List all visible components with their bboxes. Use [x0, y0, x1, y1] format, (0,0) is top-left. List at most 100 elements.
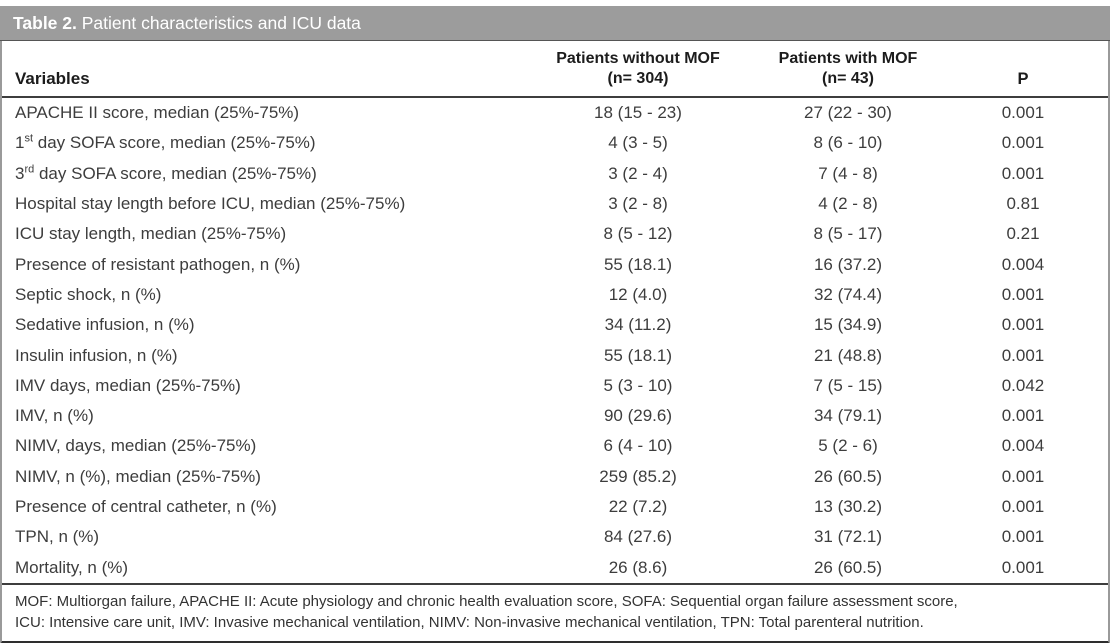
- with-mof-cell: 26 (60.5): [813, 466, 883, 486]
- p-value-cell: 0.001: [1001, 345, 1045, 365]
- table-number: Table 2.: [13, 13, 77, 33]
- variable-cell: Sedative infusion, n (%): [15, 315, 195, 335]
- with-mof-cell: 7 (4 - 8): [818, 163, 878, 183]
- header-without-mof: Patients without MOF (n= 304): [518, 41, 758, 98]
- footnote-line2: ICU: Intensive care unit, IMV: Invasive …: [15, 613, 924, 631]
- table-row: TPN, n (%) 84 (27.6) 31 (72.1) 0.001: [2, 522, 1108, 552]
- variable-cell: Presence of resistant pathogen, n (%): [15, 254, 301, 274]
- table-row: Hospital stay length before ICU, median …: [2, 189, 1108, 219]
- header-with-mof-line1: Patients with MOF: [778, 50, 918, 67]
- variable-cell: Septic shock, n (%): [15, 284, 162, 304]
- with-mof-cell: 32 (74.4): [813, 284, 883, 304]
- with-mof-cell: 15 (34.9): [813, 315, 883, 335]
- without-mof-cell: 259 (85.2): [599, 466, 677, 486]
- table-row: Sedative infusion, n (%) 34 (11.2) 15 (3…: [2, 310, 1108, 340]
- header-row: Variables Patients without MOF (n= 304) …: [2, 41, 1108, 98]
- without-mof-cell: 22 (7.2): [608, 497, 668, 516]
- variable-cell: ICU stay length, median (25%-75%): [15, 224, 287, 244]
- with-mof-cell: 31 (72.1): [813, 527, 883, 547]
- header-without-mof-line2: (n= 304): [607, 70, 669, 87]
- p-value-cell: 0.21: [1006, 224, 1040, 244]
- with-mof-cell: 13 (30.2): [813, 497, 883, 516]
- variable-cell: 3rd day SOFA score, median (25%-75%): [15, 163, 317, 183]
- with-mof-cell: 8 (5 - 17): [813, 224, 883, 244]
- patient-characteristics-table: Variables Patients without MOF (n= 304) …: [2, 41, 1108, 583]
- p-value-cell: 0.004: [1001, 436, 1045, 456]
- without-mof-cell: 12 (4.0): [608, 284, 668, 304]
- without-mof-cell: 55 (18.1): [603, 254, 673, 274]
- p-value-cell: 0.81: [1006, 194, 1040, 214]
- variable-cell: Hospital stay length before ICU, median …: [15, 194, 406, 214]
- table-row: Presence of resistant pathogen, n (%) 55…: [2, 249, 1108, 279]
- with-mof-cell: 7 (5 - 15): [813, 375, 883, 395]
- without-mof-cell: 84 (27.6): [603, 527, 673, 547]
- p-value-cell: 0.001: [1001, 466, 1045, 486]
- without-mof-cell: 5 (3 - 10): [603, 375, 673, 395]
- with-mof-cell: 21 (48.8): [813, 345, 883, 365]
- header-without-mof-line1: Patients without MOF: [556, 50, 720, 67]
- without-mof-cell: 34 (11.2): [604, 315, 672, 335]
- footnote-line1: MOF: Multiorgan failure, APACHE II: Acut…: [15, 592, 958, 610]
- variable-cell: TPN, n (%): [15, 527, 100, 547]
- table-body: APACHE II score, median (25%-75%) 18 (15…: [2, 97, 1108, 583]
- table-row: APACHE II score, median (25%-75%) 18 (15…: [2, 97, 1108, 128]
- variable-cell: NIMV, days, median (25%-75%): [15, 436, 257, 456]
- variable-cell: APACHE II score, median (25%-75%): [15, 103, 300, 123]
- table-2-container: Table 2. Patient characteristics and ICU…: [0, 6, 1110, 643]
- p-value-cell: 0.001: [1001, 527, 1045, 547]
- variable-cell: Insulin infusion, n (%): [15, 345, 178, 365]
- with-mof-cell: 27 (22 - 30): [804, 103, 892, 123]
- p-value-cell: 0.042: [1001, 375, 1045, 395]
- with-mof-cell: 5 (2 - 6): [818, 436, 878, 456]
- p-value-cell: 0.001: [1001, 284, 1045, 304]
- table-row: Presence of central catheter, n (%) 22 (…: [2, 492, 1108, 522]
- without-mof-cell: 4 (3 - 5): [608, 133, 668, 153]
- without-mof-cell: 3 (2 - 4): [608, 163, 668, 183]
- variable-cell: NIMV, n (%), median (25%-75%): [15, 466, 261, 486]
- p-value-cell: 0.001: [1001, 406, 1045, 426]
- table-row: IMV days, median (25%-75%) 5 (3 - 10) 7 …: [2, 371, 1108, 401]
- without-mof-cell: 3 (2 - 8): [608, 194, 668, 214]
- table-title-bar: Table 2. Patient characteristics and ICU…: [0, 6, 1110, 41]
- table-row: Insulin infusion, n (%) 55 (18.1) 21 (48…: [2, 340, 1108, 370]
- p-value-cell: 0.004: [1001, 254, 1045, 274]
- header-p-value: P: [938, 41, 1108, 98]
- p-value-cell: 0.001: [1001, 315, 1045, 335]
- with-mof-cell: 26 (60.5): [813, 557, 883, 577]
- without-mof-cell: 26 (8.6): [608, 557, 668, 577]
- table-row: 3rd day SOFA score, median (25%-75%) 3 (…: [2, 159, 1108, 189]
- table-row: IMV, n (%) 90 (29.6) 34 (79.1) 0.001: [2, 401, 1108, 431]
- variable-cell: Mortality, n (%): [15, 557, 129, 577]
- table-footnote: MOF: Multiorgan failure, APACHE II: Acut…: [2, 582, 1108, 641]
- without-mof-cell: 6 (4 - 10): [603, 436, 673, 456]
- without-mof-cell: 18 (15 - 23): [594, 103, 682, 123]
- table-row: NIMV, n (%), median (25%-75%) 259 (85.2)…: [2, 462, 1108, 492]
- p-value-cell: 0.001: [1001, 557, 1045, 577]
- table-row: Septic shock, n (%) 12 (4.0) 32 (74.4) 0…: [2, 280, 1108, 310]
- table-row: 1st day SOFA score, median (25%-75%) 4 (…: [2, 128, 1108, 158]
- table-title: Patient characteristics and ICU data: [76, 13, 361, 33]
- without-mof-cell: 8 (5 - 12): [603, 224, 673, 244]
- variable-cell: IMV, n (%): [15, 406, 94, 426]
- variable-cell: 1st day SOFA score, median (25%-75%): [15, 132, 316, 153]
- with-mof-cell: 8 (6 - 10): [813, 133, 883, 153]
- without-mof-cell: 55 (18.1): [603, 345, 673, 365]
- table-header: Variables Patients without MOF (n= 304) …: [2, 41, 1108, 98]
- variable-cell: Presence of central catheter, n (%): [15, 497, 277, 516]
- table-row: ICU stay length, median (25%-75%) 8 (5 -…: [2, 219, 1108, 249]
- table-row: NIMV, days, median (25%-75%) 6 (4 - 10) …: [2, 431, 1108, 461]
- without-mof-cell: 90 (29.6): [603, 406, 673, 426]
- header-with-mof: Patients with MOF (n= 43): [758, 41, 938, 98]
- header-with-mof-line2: (n= 43): [821, 70, 874, 87]
- with-mof-cell: 34 (79.1): [813, 406, 883, 426]
- variable-cell: IMV days, median (25%-75%): [15, 375, 241, 395]
- p-value-cell: 0.001: [1001, 163, 1045, 183]
- table-row: Mortality, n (%) 26 (8.6) 26 (60.5) 0.00…: [2, 552, 1108, 582]
- p-value-cell: 0.001: [1001, 103, 1045, 123]
- p-value-cell: 0.001: [1001, 497, 1045, 516]
- with-mof-cell: 4 (2 - 8): [818, 194, 878, 214]
- with-mof-cell: 16 (37.2): [813, 254, 883, 274]
- header-variables: Variables: [2, 41, 518, 98]
- p-value-cell: 0.001: [1001, 133, 1045, 153]
